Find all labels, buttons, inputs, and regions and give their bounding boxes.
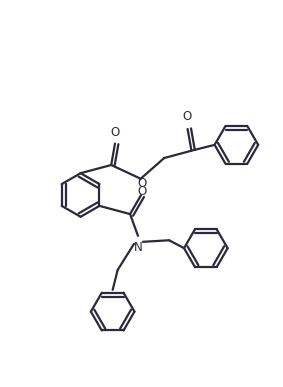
Text: O: O [137, 177, 147, 190]
Text: O: O [137, 185, 147, 198]
Text: O: O [110, 126, 120, 139]
Text: N: N [134, 241, 142, 254]
Text: O: O [183, 110, 192, 123]
